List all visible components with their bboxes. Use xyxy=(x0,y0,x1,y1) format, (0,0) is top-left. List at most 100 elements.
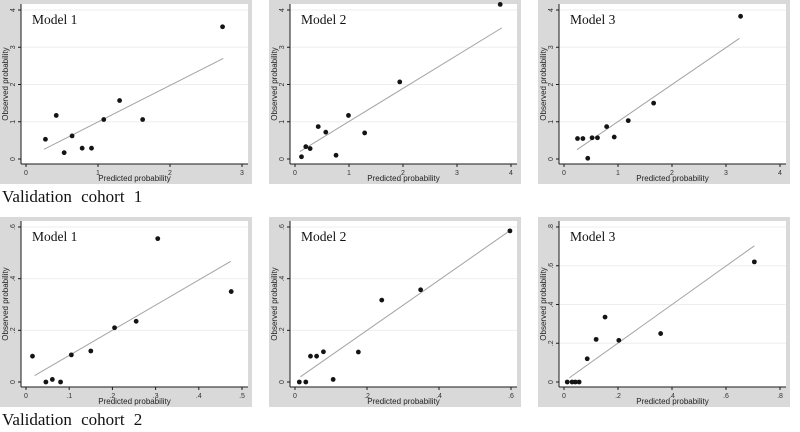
x-axis-label: Predicted probability xyxy=(367,174,439,183)
x-tick-label: 1 xyxy=(96,170,100,177)
x-tick-label: 0 xyxy=(562,170,566,177)
x-axis-label: Predicted probability xyxy=(636,174,708,183)
data-point xyxy=(133,318,139,324)
x-tick-label: 3 xyxy=(455,170,459,177)
reference-line xyxy=(300,229,511,378)
data-point xyxy=(584,356,590,362)
plot-title: Model 3 xyxy=(570,229,616,244)
data-point xyxy=(651,100,657,106)
data-point xyxy=(604,124,610,129)
data-point xyxy=(625,118,631,124)
data-point xyxy=(117,98,122,103)
chart-cohort2-model3: 0 .2 .4 .6 .8 0 .2 .4 .6 .8 Predicted probability O… xyxy=(538,217,790,407)
y-tick-label: 1 xyxy=(10,120,17,124)
data-point xyxy=(616,337,622,343)
y-tick-label: 3 xyxy=(10,45,17,49)
y-tick-label: 3 xyxy=(279,45,286,49)
data-point xyxy=(580,136,586,141)
data-point xyxy=(88,348,94,354)
x-tick-label: .3 xyxy=(153,393,159,400)
x-axis-label: Predicted probability xyxy=(367,397,439,406)
cohort-1-caption: Validation cohort 1 xyxy=(2,187,143,206)
data-point xyxy=(572,379,578,385)
x-tick-label: .2 xyxy=(109,393,115,400)
x-tick-label: 4 xyxy=(778,170,782,177)
scatter-plot: 0 .2 .4 .6 0 .2 .4 .6 Predicted probability Obser… xyxy=(270,221,517,406)
reference-line xyxy=(43,57,224,150)
data-point xyxy=(593,336,599,342)
x-tick-label: .8 xyxy=(777,393,783,400)
plot-title: Model 2 xyxy=(301,229,346,244)
data-point xyxy=(101,117,107,122)
y-axis-label: Observed probability xyxy=(270,47,279,120)
data-point xyxy=(299,154,304,160)
x-tick-label: 0 xyxy=(293,393,297,400)
y-tick-label: 0 xyxy=(548,157,555,161)
data-point xyxy=(30,353,35,359)
x-tick-label: .6 xyxy=(508,393,514,400)
y-tick-label: .6 xyxy=(10,224,17,230)
data-point xyxy=(738,13,743,19)
data-point xyxy=(303,379,309,385)
y-axis-label: Observed probability xyxy=(270,267,279,340)
plot-area xyxy=(21,221,248,387)
data-point xyxy=(658,331,664,336)
data-point xyxy=(576,379,582,385)
data-point xyxy=(379,297,385,303)
y-tick-label: 3 xyxy=(548,45,555,49)
y-tick-label: 4 xyxy=(548,8,555,12)
scatter-plot: 0 1 2 3 4 0 1 2 3 4 Predicted probability Observed … xyxy=(539,4,786,183)
chart-cohort2-model1: 0 .1 .2 .3 .4 .5 0 .2 .4 .6 Predicted probability O… xyxy=(0,217,252,407)
data-point xyxy=(595,135,600,141)
reference-line xyxy=(299,27,503,152)
cohort-2-caption: Validation cohort 2 xyxy=(2,410,143,429)
x-tick-label: .2 xyxy=(364,393,370,400)
y-tick-label: 0 xyxy=(10,380,17,384)
data-point xyxy=(43,136,48,142)
plot-area xyxy=(290,221,517,387)
y-tick-label: .4 xyxy=(279,276,286,282)
cohort-2-row: 0 .1 .2 .3 .4 .5 0 .2 .4 .6 Predicted probability O… xyxy=(0,217,800,407)
data-point xyxy=(418,287,424,293)
data-point xyxy=(397,79,403,85)
x-tick-label: 3 xyxy=(240,170,244,177)
data-point xyxy=(228,289,234,294)
y-tick-label: 0 xyxy=(279,157,286,161)
plot-title: Model 1 xyxy=(32,12,77,27)
data-point xyxy=(564,379,570,385)
y-tick-label: 0 xyxy=(10,157,17,161)
data-point xyxy=(89,145,94,151)
y-axis-label: Observed probability xyxy=(539,267,548,340)
chart-cohort2-model2: 0 .2 .4 .6 0 .2 .4 .6 Predicted probability Obser… xyxy=(269,217,521,407)
data-point xyxy=(602,314,608,320)
data-point xyxy=(308,353,313,359)
data-point xyxy=(43,379,49,385)
y-tick-label: .4 xyxy=(548,301,555,307)
y-tick-label: .2 xyxy=(10,327,17,333)
data-point xyxy=(346,113,351,118)
y-tick-label: .6 xyxy=(548,263,555,269)
x-tick-label: .4 xyxy=(436,393,442,400)
scatter-plot: 0 .2 .4 .6 .8 0 .2 .4 .6 .8 Predicted probability O… xyxy=(539,221,786,406)
chart-cohort1-model3: 0 1 2 3 4 0 1 2 3 4 Predicted probability Observed … xyxy=(538,0,790,184)
data-point xyxy=(333,152,339,158)
y-tick-label: 4 xyxy=(10,8,17,12)
x-tick-label: 0 xyxy=(24,393,28,400)
x-tick-label: 3 xyxy=(724,170,728,177)
data-point xyxy=(507,228,513,234)
y-tick-label: 0 xyxy=(548,380,555,384)
y-tick-label: 2 xyxy=(10,82,17,86)
data-point xyxy=(314,353,319,359)
plot-title: Model 1 xyxy=(32,229,77,244)
x-tick-label: .2 xyxy=(615,393,621,400)
data-point xyxy=(58,379,63,385)
data-point xyxy=(321,349,326,355)
data-point xyxy=(315,124,321,129)
data-point xyxy=(112,325,117,331)
data-point xyxy=(220,24,225,30)
x-tick-label: 0 xyxy=(293,170,297,177)
y-tick-label: 0 xyxy=(279,380,286,384)
y-axis-label: Observed probability xyxy=(539,47,548,120)
y-tick-label: 1 xyxy=(279,120,286,124)
